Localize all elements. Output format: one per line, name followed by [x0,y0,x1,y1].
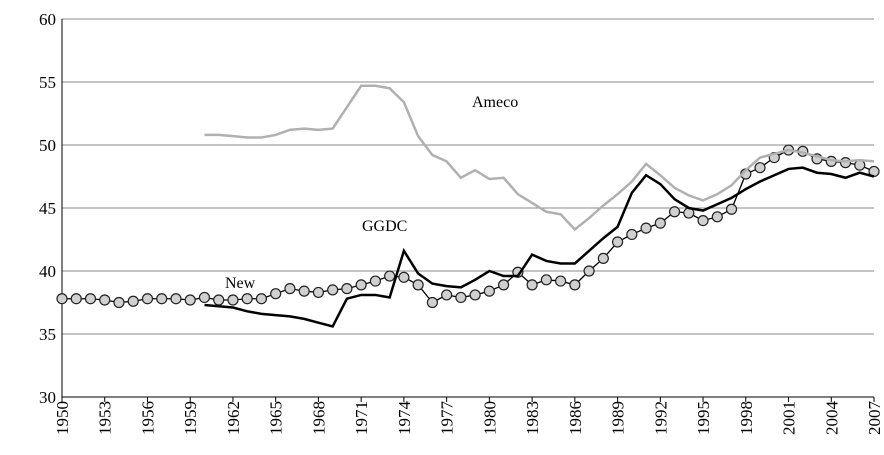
point [84,293,97,305]
point [426,296,438,309]
series-label: New [225,275,256,292]
x-tick-label: 1980 [480,401,499,435]
y-tick-label: 55 [39,73,56,92]
point [384,270,396,282]
x-tick-label: 2001 [780,401,799,435]
point [99,294,111,306]
point [156,293,168,305]
point [668,206,681,218]
x-tick-label: 1989 [609,401,628,435]
point [754,162,766,174]
point [70,293,82,305]
y-tick-label: 30 [39,388,56,407]
x-tick-label: 1974 [395,401,414,436]
series-line [62,149,875,304]
point [839,157,852,169]
point [441,289,453,301]
point [697,215,709,227]
point [611,236,624,248]
point [113,296,125,309]
point [312,286,325,299]
x-tick-label: 2007 [865,401,884,436]
point [540,274,552,286]
point [255,293,268,305]
point [398,271,410,283]
point [355,279,367,291]
x-tick-label: 1968 [309,401,328,435]
x-tick-label: 1971 [352,401,371,435]
point [298,285,310,297]
point [640,222,652,234]
point [341,283,353,295]
x-tick-label: 1962 [224,401,243,435]
x-tick-label: 1950 [53,401,72,435]
series-label: GGDC [362,218,407,235]
x-tick-label: 1956 [138,401,157,435]
point [369,275,382,287]
x-tick-label: 2004 [822,401,841,436]
point [284,283,296,295]
point [327,284,339,296]
point [711,211,723,223]
x-tick-label: 1983 [523,401,542,435]
x-tick-label: 1995 [694,401,713,435]
point [626,228,638,241]
point [498,279,510,291]
y-tick-label: 45 [39,199,56,218]
y-tick-label: 50 [39,136,56,155]
point [597,252,609,264]
point [141,293,154,305]
point [56,293,68,305]
point [127,295,139,307]
point [483,285,495,297]
y-tick-label: 35 [39,325,56,344]
point [170,293,182,305]
point [554,275,567,287]
x-tick-label: 1986 [566,401,585,435]
x-tick-label: 1959 [181,401,200,435]
x-tick-label: 1953 [96,401,115,435]
x-tick-label: 1992 [651,401,670,435]
point [455,291,467,304]
point [270,288,282,300]
series-line [204,166,875,328]
x-tick-label: 1965 [267,401,286,435]
point [213,294,225,306]
series-line [204,84,875,232]
point [569,279,581,291]
x-tick-label: 1998 [737,401,756,435]
point [654,217,666,229]
series-label: Ameco [472,94,518,111]
point [227,294,239,306]
point [241,293,253,305]
point [469,289,481,301]
y-tick-label: 60 [39,10,56,29]
point [583,265,595,277]
point [526,279,538,291]
point [725,203,738,215]
x-tick-label: 1977 [438,401,457,436]
point [184,294,196,306]
point [412,279,424,291]
y-tick-label: 40 [39,262,56,281]
point [198,291,211,304]
